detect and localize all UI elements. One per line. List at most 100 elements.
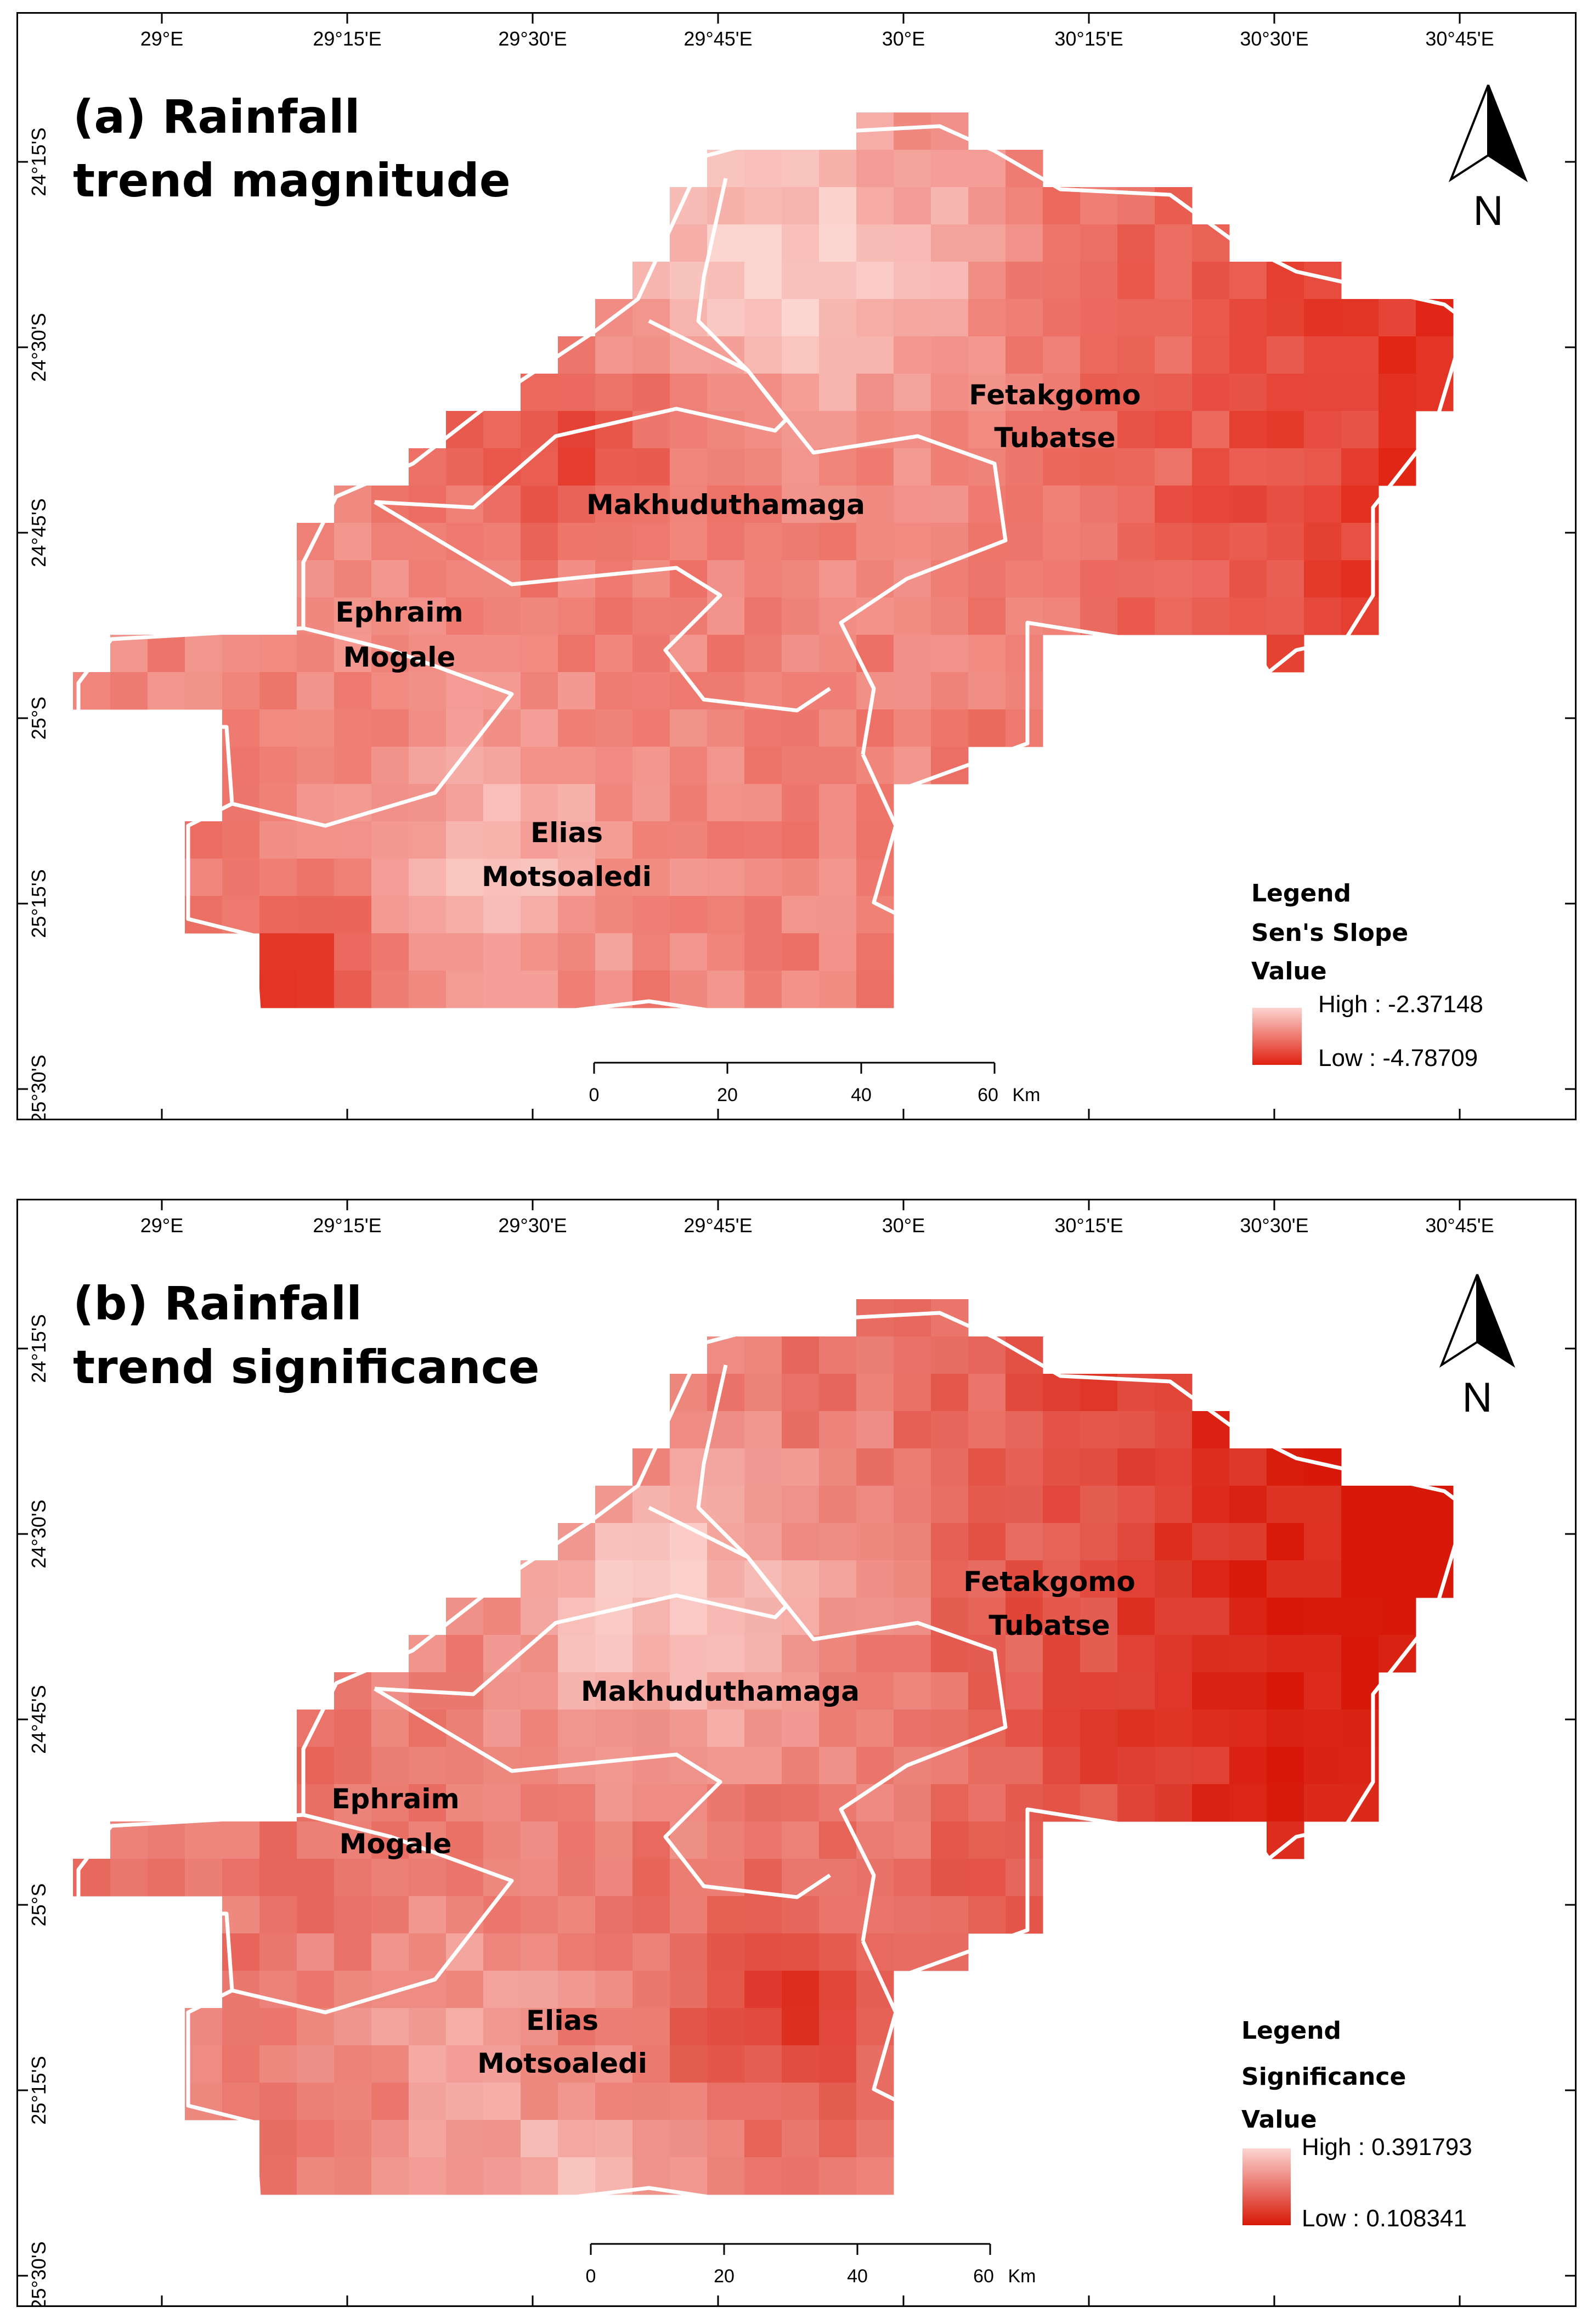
raster-cell — [334, 672, 372, 710]
raster-cell — [856, 374, 894, 411]
raster-cell — [558, 1784, 596, 1822]
raster-cell — [1117, 1448, 1155, 1486]
raster-cell — [968, 448, 1006, 486]
raster-cell — [1229, 1784, 1267, 1822]
lat-label: 24°45'S — [27, 498, 50, 567]
raster-cell — [1229, 1710, 1267, 1747]
raster-cell — [409, 1896, 447, 1934]
raster-cell — [446, 2045, 484, 2083]
raster-cell — [819, 224, 857, 262]
raster-cell — [558, 1821, 596, 1859]
raster-cell — [483, 1710, 521, 1747]
raster-cell — [521, 2045, 558, 2083]
raster-cell — [222, 821, 260, 859]
raster-cell — [782, 1523, 820, 1561]
lat-label: 24°30'S — [27, 313, 50, 381]
raster-cell — [1192, 1598, 1230, 1635]
raster-cell — [819, 1672, 857, 1710]
raster-cell — [782, 150, 820, 188]
raster-cell — [483, 2120, 521, 2158]
raster-cell — [1229, 1635, 1267, 1673]
raster-cell — [782, 2157, 820, 2195]
raster-cell — [931, 1710, 969, 1747]
raster-cell — [1192, 224, 1230, 262]
raster-cell — [1080, 560, 1118, 598]
raster-cell — [744, 336, 782, 374]
raster-cell — [409, 709, 447, 747]
raster-cell — [1080, 448, 1118, 486]
raster-cell — [894, 523, 931, 561]
raster-cell — [968, 150, 1006, 188]
raster-cell — [894, 635, 931, 673]
raster-cell — [521, 486, 558, 523]
raster-cell — [744, 971, 782, 1008]
raster-cell — [819, 299, 857, 337]
raster-cell — [595, 896, 633, 934]
raster-cell — [819, 150, 857, 188]
raster-cell — [521, 1635, 558, 1673]
raster-cell — [446, 560, 484, 598]
raster-cell — [856, 709, 894, 747]
raster-cell — [819, 784, 857, 822]
raster-cell — [856, 336, 894, 374]
raster-cell — [1304, 597, 1342, 635]
raster-cell — [1155, 1710, 1193, 1747]
lon-label: 29°30'E — [498, 27, 567, 50]
raster-cell — [894, 1486, 931, 1524]
raster-cell — [632, 1560, 670, 1598]
raster-cell — [1080, 1560, 1118, 1598]
municipal-boundary-line — [231, 626, 514, 828]
raster-cell — [744, 2045, 782, 2083]
raster-cell — [931, 224, 969, 262]
lat-label: 25°30'S — [27, 2241, 50, 2307]
label-ephraim: Ephraim — [335, 596, 463, 628]
raster-cell — [782, 2083, 820, 2120]
raster-cell — [558, 597, 596, 635]
raster-cell — [1005, 635, 1043, 673]
raster-cell — [819, 1747, 857, 1785]
raster-cell — [1304, 299, 1342, 337]
raster-cell — [521, 1560, 558, 1598]
raster-cell — [707, 486, 745, 523]
raster-cell — [856, 523, 894, 561]
raster-cell — [1005, 1672, 1043, 1710]
graticule-ticks — [18, 1200, 1575, 2305]
raster-cell — [707, 1448, 745, 1486]
raster-cell — [931, 672, 969, 710]
raster-cell — [744, 1784, 782, 1822]
lon-label: 29°45'E — [683, 27, 752, 50]
raster-cell — [782, 1336, 820, 1374]
scale-tick: 20 — [714, 2266, 735, 2287]
raster-cell — [595, 1821, 633, 1859]
raster-cell — [409, 672, 447, 710]
raster-cell — [894, 709, 931, 747]
raster-cell — [782, 1672, 820, 1710]
raster-cell — [968, 1523, 1006, 1561]
raster-cell — [259, 859, 297, 896]
raster-cell — [1117, 1598, 1155, 1635]
raster-cell — [819, 486, 857, 523]
raster-cell — [856, 1635, 894, 1673]
raster-cell — [297, 2008, 335, 2046]
raster-cell — [744, 1336, 782, 1374]
raster-cell — [1043, 1672, 1081, 1710]
raster-cell — [371, 1784, 409, 1822]
raster-cell — [670, 2083, 708, 2120]
raster-cell — [782, 374, 820, 411]
raster-cell — [521, 411, 558, 449]
raster-cell — [670, 896, 708, 934]
raster-cell — [856, 933, 894, 971]
raster-cell — [558, 2083, 596, 2120]
raster-cell — [110, 1821, 148, 1859]
raster-cell — [782, 336, 820, 374]
raster-cell — [1155, 374, 1193, 411]
raster-cell — [1192, 262, 1230, 300]
raster-cell — [1379, 299, 1416, 337]
raster-cell — [1192, 597, 1230, 635]
raster-cell — [297, 971, 335, 1008]
raster-cell — [744, 747, 782, 785]
raster-cell — [632, 709, 670, 747]
raster-cell — [483, 1635, 521, 1673]
raster-cell — [334, 821, 372, 859]
raster-cell — [1080, 262, 1118, 300]
